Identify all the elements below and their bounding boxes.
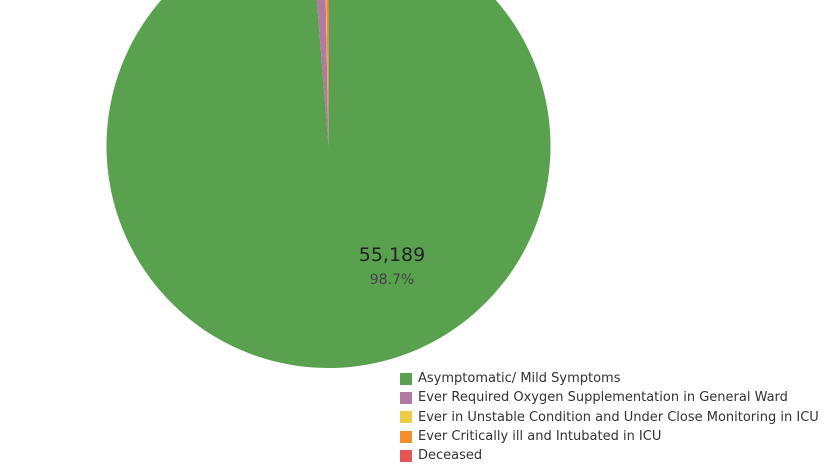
legend-label: Ever Critically ill and Intubated in ICU	[418, 429, 662, 445]
slice-value-label: 55,189	[358, 244, 426, 266]
legend-item[interactable]: Ever Critically ill and Intubated in ICU	[400, 427, 819, 446]
legend-swatch	[400, 391, 412, 404]
slice-percent-label: 98.7%	[369, 272, 415, 288]
legend-label: Ever Required Oxygen Supplementation in …	[418, 390, 788, 406]
legend-label: Deceased	[418, 448, 483, 464]
legend-swatch	[400, 449, 412, 462]
legend-item[interactable]: Ever in Unstable Condition and Under Clo…	[400, 408, 819, 427]
legend-item[interactable]: Asymptomatic/ Mild Symptoms	[400, 369, 819, 388]
pie-slice-1[interactable]	[311, 0, 329, 146]
legend-swatch	[400, 411, 412, 424]
legend-swatch	[400, 372, 412, 385]
legend-label: Asymptomatic/ Mild Symptoms	[418, 371, 621, 387]
legend-item[interactable]: Ever Required Oxygen Supplementation in …	[400, 388, 819, 407]
legend-swatch	[400, 430, 412, 443]
pie-slice-3[interactable]	[325, 0, 329, 146]
pie-slice-4[interactable]	[328, 0, 329, 146]
legend: Asymptomatic/ Mild Symptoms Ever Require…	[400, 369, 819, 465]
legend-item[interactable]: Deceased	[400, 446, 819, 465]
pie-slice-0[interactable]	[106, 0, 551, 368]
legend-label: Ever in Unstable Condition and Under Clo…	[418, 409, 819, 425]
